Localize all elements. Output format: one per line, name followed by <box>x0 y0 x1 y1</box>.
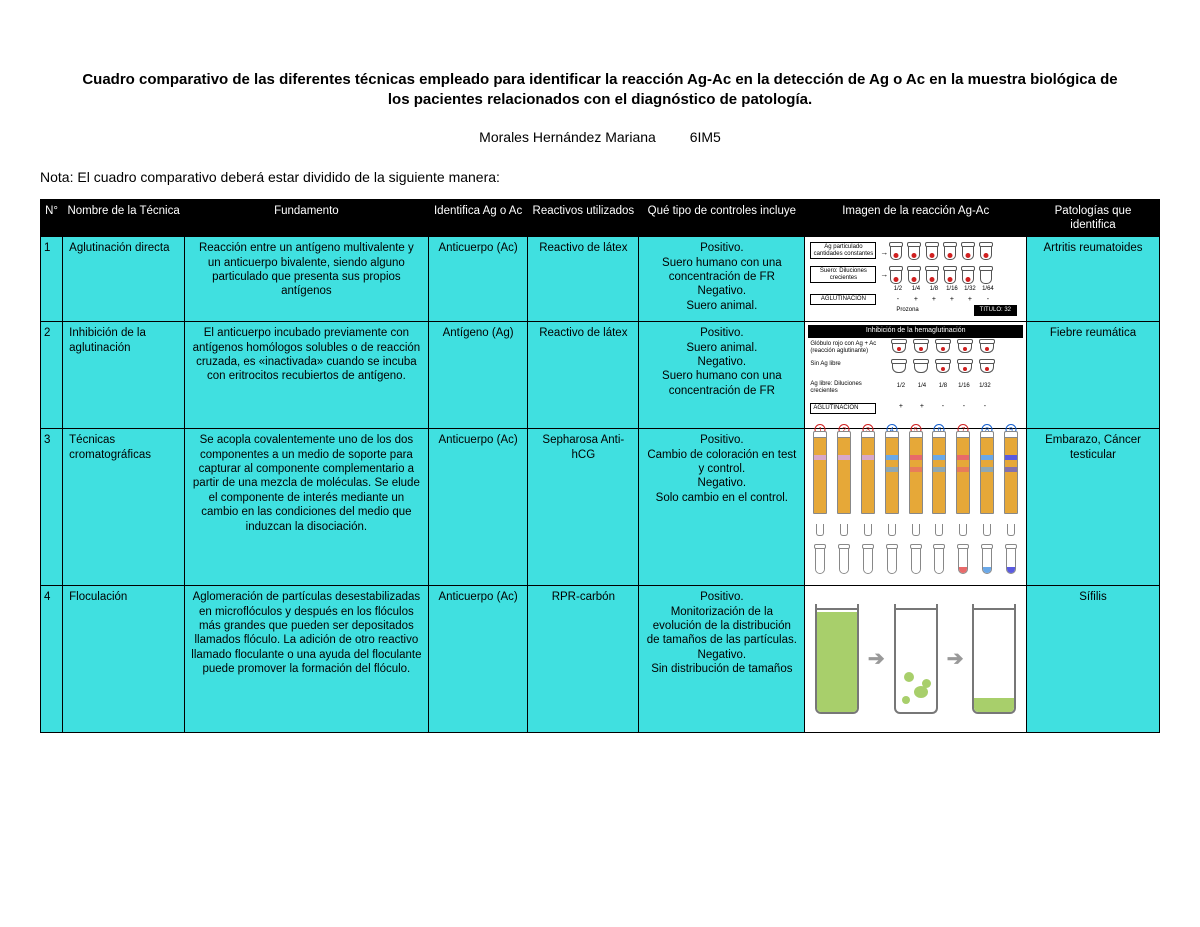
author-name: Morales Hernández Mariana <box>479 129 656 145</box>
diag-banner: Inhibición de la hemaglutinación <box>808 325 1023 338</box>
strip-icon: 8 <box>980 436 994 526</box>
tube-icon <box>982 546 992 574</box>
cell-fund: Se acopla covalentemente uno de los dos … <box>185 429 429 586</box>
cell-img: Ag particulado cantidades constantes → S… <box>805 237 1027 322</box>
cell-num: 2 <box>41 322 63 429</box>
tube-icon <box>839 546 849 574</box>
col-name: Nombre de la Técnica <box>63 199 185 237</box>
strip-icon: 9 <box>1004 436 1018 526</box>
cell-react: Sepharosa Anti-hCG <box>528 429 639 586</box>
cell-ctrl: Positivo.Cambio de coloración en test y … <box>639 429 805 586</box>
cell-name: Inhibición de la aglutinación <box>63 322 185 429</box>
cell-name: Técnicas cromatográficas <box>63 429 185 586</box>
chromatography-diagram: 123456789 <box>808 432 1023 582</box>
col-ident: Identifica Ag o Ac <box>428 199 528 237</box>
cell-img: 123456789 <box>805 429 1027 586</box>
prozona-label: Prozona <box>896 307 918 315</box>
diag-label: Ag particulado cantidades constantes <box>810 242 876 259</box>
cell-num: 1 <box>41 237 63 322</box>
cell-ident: Anticuerpo (Ac) <box>428 586 528 733</box>
dilution-labels: 1/21/41/81/161/321/64 <box>890 286 995 294</box>
cell-num: 4 <box>41 586 63 733</box>
strip-icon: 7 <box>956 436 970 526</box>
cell-react: RPR-carbón <box>528 586 639 733</box>
col-num: N° <box>41 199 63 237</box>
strip-icon: 2 <box>837 436 851 526</box>
col-img: Imagen de la reacción Ag-Ac <box>805 199 1027 237</box>
tube-icon <box>934 546 944 574</box>
diag-label: Glóbulo rojo con Ag + Ac (reacción aglut… <box>810 341 886 354</box>
cell-fund: Aglomeración de partículas desestabiliza… <box>185 586 429 733</box>
comparison-table: N° Nombre de la Técnica Fundamento Ident… <box>40 199 1160 734</box>
flocculation-diagram: ➔ ➔ <box>808 589 1023 729</box>
tube-icon <box>815 546 825 574</box>
diag-label: Sin Ag libre <box>810 361 886 368</box>
author-line: Morales Hernández Mariana 6IM5 <box>40 129 1160 145</box>
col-ctrl: Qué tipo de controles incluye <box>639 199 805 237</box>
cell-path: Artritis reumatoides <box>1027 237 1160 322</box>
strip-icon: 3 <box>861 436 875 526</box>
cell-ctrl: Positivo.Suero humano con una concentrac… <box>639 237 805 322</box>
titulo-badge: TITULO: 32 <box>974 305 1017 317</box>
cell-react: Reactivo de látex <box>528 322 639 429</box>
cell-img: ➔ ➔ <box>805 586 1027 733</box>
strip-icon: 6 <box>932 436 946 526</box>
diag-label: AGLUTINACION <box>810 403 876 414</box>
table-row: 1 Aglutinación directa Reacción entre un… <box>41 237 1160 322</box>
cell-ident: Antígeno (Ag) <box>428 322 528 429</box>
cell-fund: El anticuerpo incubado previamente con a… <box>185 322 429 429</box>
col-path: Patologías que identifica <box>1027 199 1160 237</box>
agglutination-diagram: Ag particulado cantidades constantes → S… <box>808 240 1023 318</box>
strip-icon: 1 <box>813 436 827 526</box>
tube-icon <box>887 546 897 574</box>
tube-icon <box>863 546 873 574</box>
cell-name: Floculación <box>63 586 185 733</box>
arrow-icon: ➔ <box>947 647 964 672</box>
strip-icon: 5 <box>909 436 923 526</box>
beaker-icon <box>972 604 1016 714</box>
sign-row: -++++- <box>890 296 995 305</box>
cell-path: Sífilis <box>1027 586 1160 733</box>
cell-path: Embarazo, Cáncer testicular <box>1027 429 1160 586</box>
arrow-icon: ➔ <box>868 647 885 672</box>
tube-icon <box>1006 546 1016 574</box>
cell-name: Aglutinación directa <box>63 237 185 322</box>
cell-num: 3 <box>41 429 63 586</box>
diag-label: Suero: Diluciones crecientes <box>810 266 876 283</box>
table-row: 4 Floculación Aglomeración de partículas… <box>41 586 1160 733</box>
note-line: Nota: El cuadro comparativo deberá estar… <box>40 169 1160 185</box>
cell-path: Fiebre reumática <box>1027 322 1160 429</box>
sign-row: ++--- <box>892 403 993 412</box>
diag-label: AGLUTINACION <box>810 294 876 305</box>
beaker-icon <box>815 604 859 714</box>
dilution-labels: 1/21/41/81/161/32 <box>892 383 993 391</box>
tube-icon <box>911 546 921 574</box>
cell-react: Reactivo de látex <box>528 237 639 322</box>
tube-icon <box>958 546 968 574</box>
cell-img: Inhibición de la hemaglutinación Glóbulo… <box>805 322 1027 429</box>
cell-fund: Reacción entre un antígeno multivalente … <box>185 237 429 322</box>
beaker-icon <box>894 604 938 714</box>
author-group: 6IM5 <box>690 129 721 145</box>
strip-icon: 4 <box>885 436 899 526</box>
document-title: Cuadro comparativo de las diferentes téc… <box>40 70 1160 111</box>
col-react: Reactivos utilizados <box>528 199 639 237</box>
cell-ctrl: Positivo.Monitorización de la evolución … <box>639 586 805 733</box>
cell-ident: Anticuerpo (Ac) <box>428 237 528 322</box>
inhibition-diagram: Inhibición de la hemaglutinación Glóbulo… <box>808 325 1023 425</box>
table-row: 3 Técnicas cromatográficas Se acopla cov… <box>41 429 1160 586</box>
table-row: 2 Inhibición de la aglutinación El antic… <box>41 322 1160 429</box>
diag-label: Ag libre: Diluciones crecientes <box>810 381 886 394</box>
cell-ident: Anticuerpo (Ac) <box>428 429 528 586</box>
col-fund: Fundamento <box>185 199 429 237</box>
cell-ctrl: Positivo.Suero animal.Negativo.Suero hum… <box>639 322 805 429</box>
